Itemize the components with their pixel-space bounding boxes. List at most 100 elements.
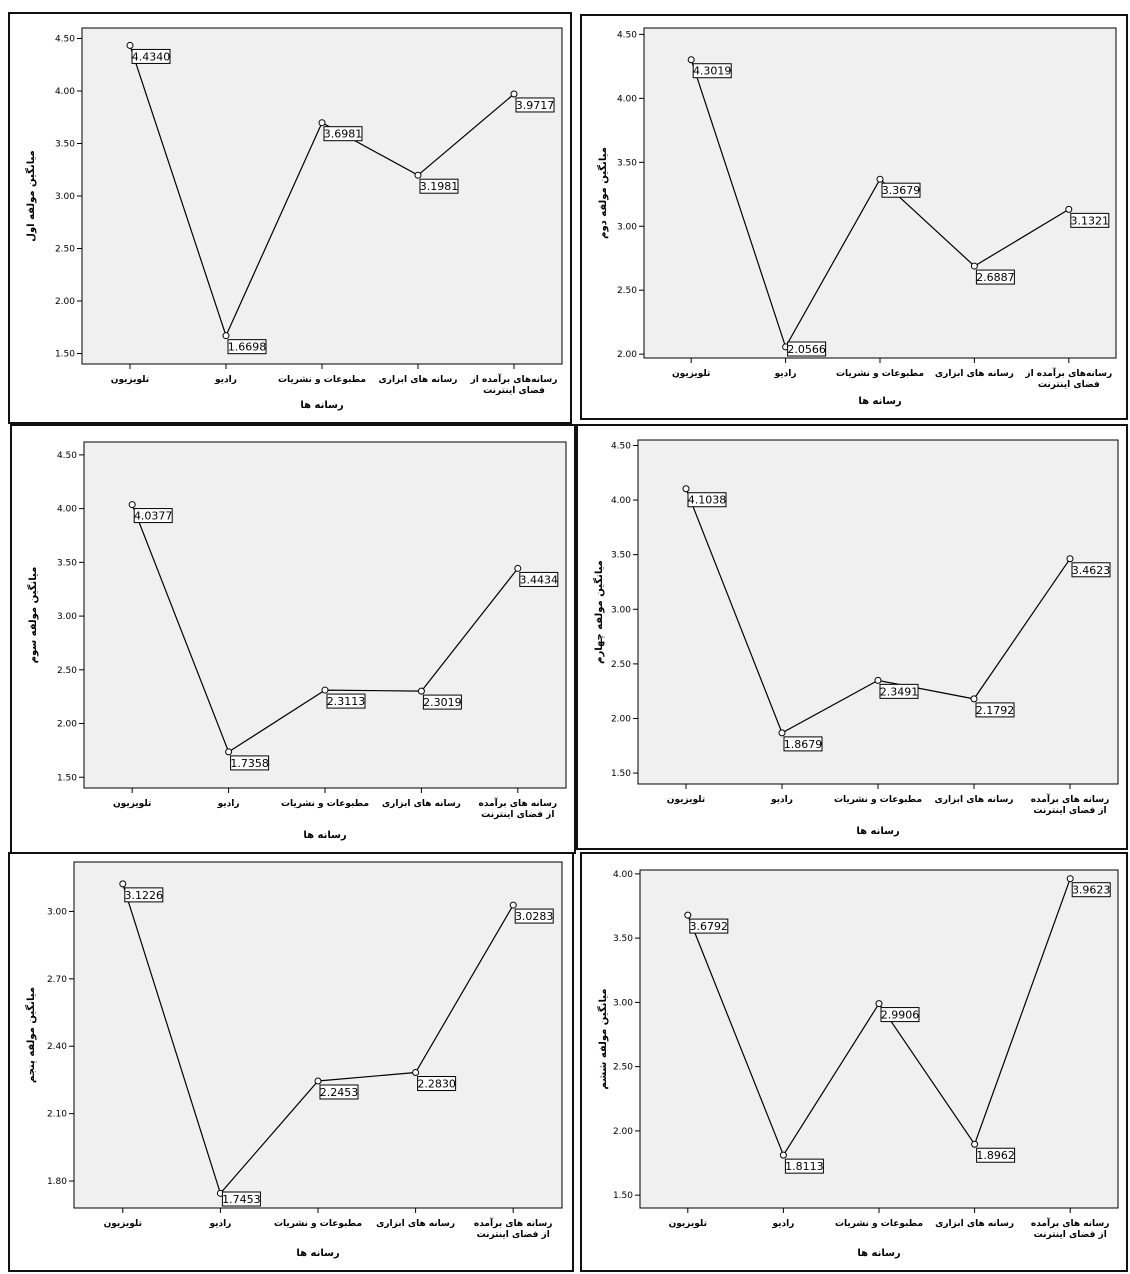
y-tick-label: 4.50 — [55, 35, 75, 45]
y-tick-label: 1.50 — [55, 350, 75, 360]
y-tick-label: 4.50 — [611, 441, 631, 451]
x-category-label: مطبوعات و نشریات — [835, 1219, 923, 1229]
svg-text:2.0566: 2.0566 — [787, 343, 826, 356]
data-label: 2.3491 — [879, 683, 919, 699]
plot-area — [81, 27, 563, 365]
y-axis-title: میانگین مولفه پنجم — [24, 987, 37, 1083]
svg-text:1.6698: 1.6698 — [228, 341, 267, 354]
data-label: 4.3019 — [692, 63, 732, 79]
chart-svg: 2.00 2.50 3.00 3.50 4.00 4.50 تلویزیون رادیو مطب… — [596, 27, 1117, 407]
x-category-label: مطبوعات و نشریات — [274, 1219, 362, 1229]
data-point — [682, 485, 690, 493]
data-point — [876, 175, 884, 183]
chart-panel-2: 2.00 2.50 3.00 3.50 4.00 4.50 تلویزیون رادیو مطب… — [580, 14, 1128, 420]
y-tick-label: 4.00 — [611, 496, 631, 506]
y-tick-label: 4.00 — [57, 505, 77, 515]
data-label: 1.8679 — [783, 736, 823, 752]
data-label: 3.0283 — [514, 908, 554, 924]
y-tick-label: 3.00 — [47, 907, 67, 917]
y-tick-label: 3.50 — [611, 551, 631, 561]
svg-text:1.7358: 1.7358 — [230, 757, 269, 770]
x-category-label: رسانه های ابزاری — [376, 1219, 455, 1229]
svg-text:4.4340: 4.4340 — [132, 50, 171, 63]
data-point — [971, 1140, 979, 1148]
y-axis-title: میانگین مولفه اول — [24, 150, 37, 241]
data-label: 2.0566 — [787, 341, 827, 357]
x-axis-title: رسانه ها — [296, 1248, 340, 1259]
data-point — [1065, 205, 1073, 213]
svg-text:4.0377: 4.0377 — [134, 510, 173, 523]
data-point — [314, 1077, 322, 1085]
data-label: 1.7453 — [221, 1191, 261, 1207]
y-tick-label: 3.00 — [55, 192, 75, 202]
y-tick-label: 3.50 — [617, 158, 637, 168]
y-tick-label: 2.10 — [47, 1110, 67, 1120]
data-point — [128, 501, 136, 509]
y-tick-label: 2.00 — [55, 297, 75, 307]
y-tick-label: 2.00 — [613, 1127, 633, 1137]
y-tick-label: 4.00 — [613, 870, 633, 880]
x-category-label: رادیو — [214, 375, 237, 385]
svg-text:2.3019: 2.3019 — [423, 696, 462, 709]
svg-text:1.8962: 1.8962 — [976, 1149, 1015, 1162]
x-category-label: رسانه های برآمده از فضای اینترنت — [1031, 793, 1110, 816]
chart-svg: 1.50 2.00 2.50 3.00 3.50 4.00 4.50 تلویزیون رادی… — [26, 441, 567, 841]
svg-text:2.3113: 2.3113 — [327, 695, 366, 708]
data-point — [119, 880, 127, 888]
y-tick-label: 3.00 — [613, 998, 633, 1008]
data-point — [412, 1069, 420, 1077]
y-tick-label: 2.50 — [57, 666, 77, 676]
data-label: 2.9906 — [880, 1007, 920, 1023]
svg-text:3.6792: 3.6792 — [690, 920, 729, 933]
x-axis-title: رسانه ها — [300, 400, 344, 411]
y-tick-label: 3.50 — [613, 934, 633, 944]
svg-text:2.2830: 2.2830 — [417, 1078, 456, 1091]
y-axis-title: میانگین مولفه چهارم — [592, 560, 605, 664]
x-category-label: تلویزیون — [669, 1219, 707, 1229]
x-category-label: رسانه های برآمده از فضای اینترنت — [474, 1217, 553, 1240]
data-label: 4.4340 — [131, 48, 171, 64]
x-category-label: رسانه‌های برآمده از فضای اینترنت — [1024, 367, 1112, 390]
data-point — [874, 676, 882, 684]
data-label: 2.2453 — [319, 1084, 359, 1100]
y-tick-label: 4.00 — [617, 94, 637, 104]
data-label: 2.2830 — [417, 1076, 457, 1092]
svg-text:2.9906: 2.9906 — [881, 1009, 920, 1022]
data-point — [684, 911, 692, 919]
plot-area — [637, 439, 1119, 785]
svg-text:4.3019: 4.3019 — [693, 65, 732, 78]
x-category-label: تلویزیون — [672, 369, 710, 379]
chart-panel-4: 1.50 2.00 2.50 3.00 3.50 4.00 4.50 تلویزیون رادی… — [576, 424, 1128, 850]
data-label: 4.1038 — [687, 492, 727, 508]
data-label: 1.6698 — [227, 339, 267, 355]
data-label: 3.4434 — [519, 571, 559, 587]
x-category-label: تلویزیون — [111, 375, 149, 385]
chart-svg: 1.50 2.00 2.50 3.00 3.50 4.00 4.50 تلویزیون رادی… — [592, 439, 1119, 837]
data-point — [875, 1000, 883, 1008]
x-category-label: رسانه های ابزاری — [379, 375, 458, 385]
data-label: 3.6792 — [689, 918, 729, 934]
svg-text:2.6887: 2.6887 — [976, 271, 1015, 284]
data-point — [222, 332, 230, 340]
data-point — [318, 119, 326, 127]
svg-text:3.0283: 3.0283 — [515, 910, 554, 923]
y-tick-label: 4.50 — [617, 30, 637, 40]
y-tick-label: 2.50 — [617, 286, 637, 296]
y-tick-label: 2.00 — [611, 714, 631, 724]
data-point — [414, 171, 422, 179]
svg-text:1.7453: 1.7453 — [222, 1193, 261, 1206]
x-category-label: مطبوعات و نشریات — [834, 795, 922, 805]
y-axis-title: میانگین مولفه دوم — [596, 147, 609, 239]
x-axis-title: رسانه ها — [858, 396, 902, 407]
y-tick-label: 3.50 — [55, 140, 75, 150]
chart-svg: 1.50 2.00 2.50 3.00 3.50 4.00 تلویزیون رادیو مطب… — [596, 869, 1119, 1259]
y-tick-label: 4.00 — [55, 87, 75, 97]
svg-text:2.1792: 2.1792 — [976, 704, 1015, 717]
x-axis-title: رسانه ها — [303, 830, 347, 841]
plot-area — [73, 861, 563, 1209]
x-category-label: مطبوعات و نشریات — [281, 799, 369, 809]
svg-text:4.1038: 4.1038 — [688, 494, 727, 507]
x-category-label: رسانه های برآمده از فضای اینترنت — [479, 797, 558, 820]
data-label: 1.8962 — [976, 1147, 1016, 1163]
svg-text:2.2453: 2.2453 — [320, 1086, 359, 1099]
